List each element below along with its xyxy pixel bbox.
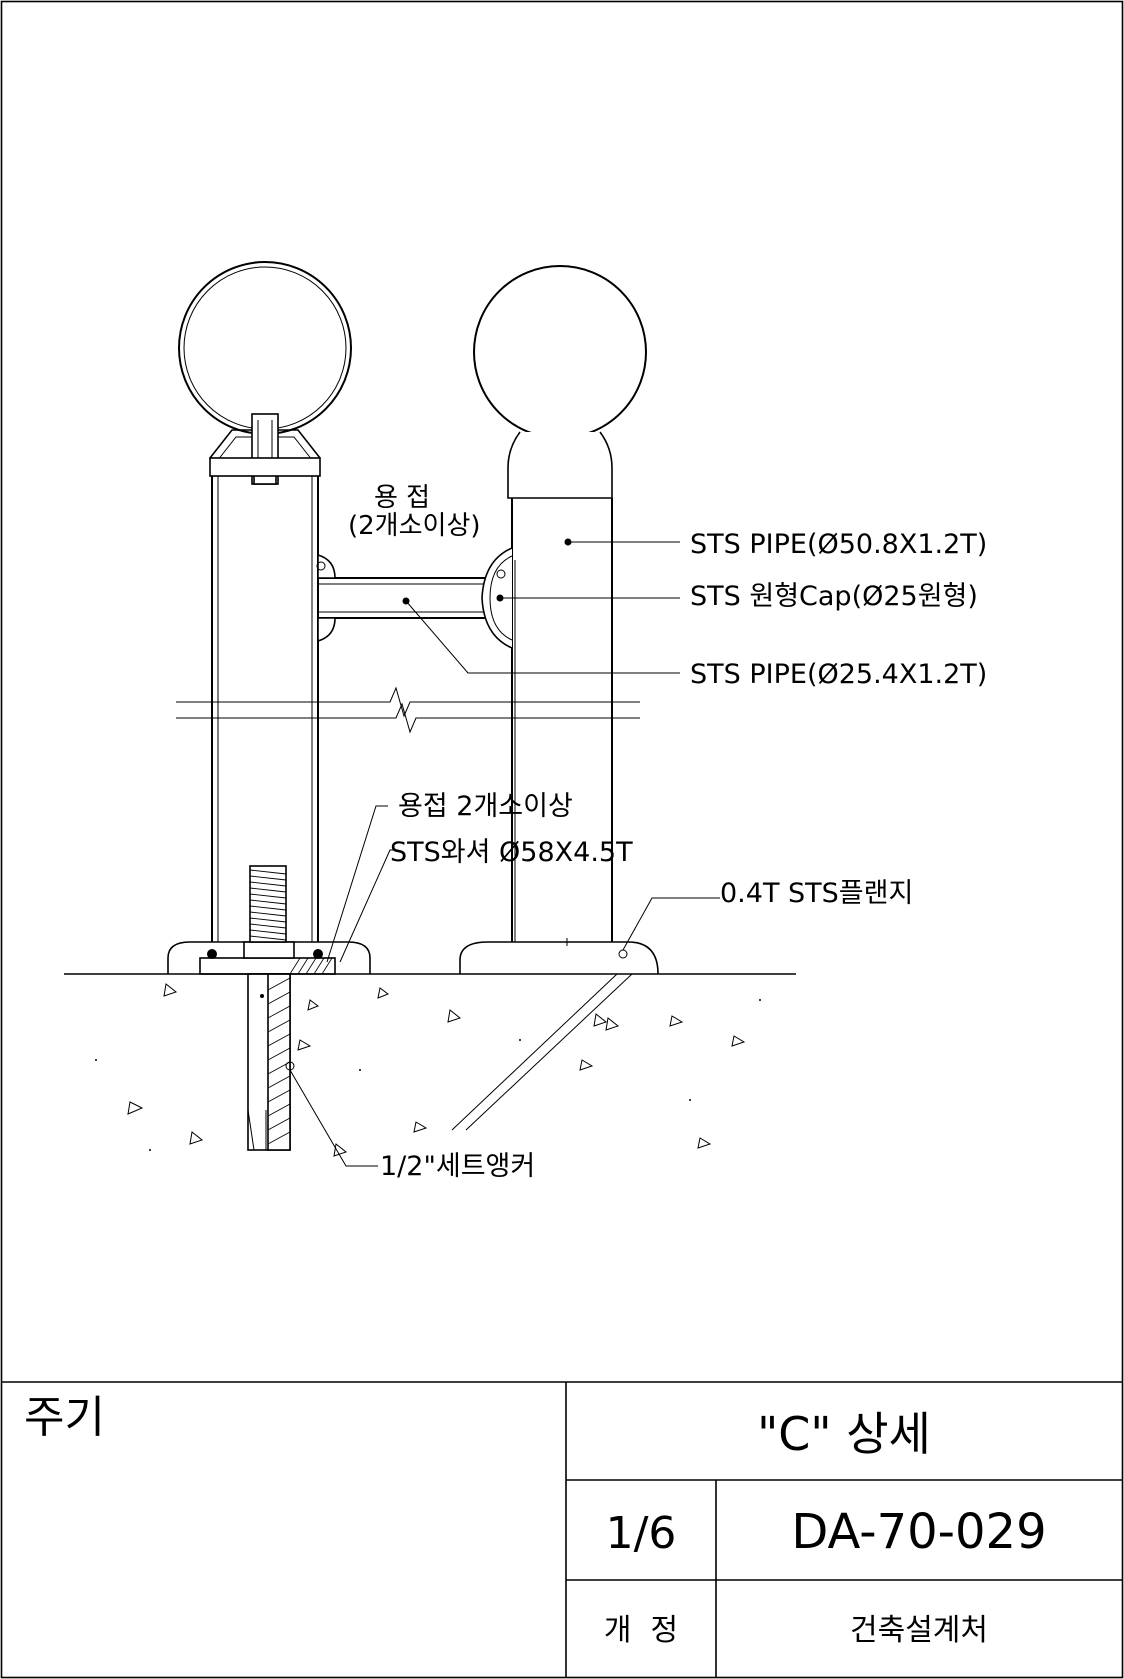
horizontal-rail <box>316 547 513 649</box>
drawing-title: "C" 상세 <box>757 1407 931 1461</box>
break-line <box>176 686 640 734</box>
callout-pipe-25: STS PIPE(Ø25.4X1.2T) <box>690 659 987 690</box>
department: 건축설계처 <box>850 1613 988 1648</box>
right-ball-cap <box>473 265 647 439</box>
sheet-number: 1/6 <box>606 1508 677 1559</box>
callout-pipe-50: STS PIPE(Ø50.8X1.2T) <box>690 529 987 560</box>
left-post <box>178 261 352 942</box>
leaders <box>289 538 720 1167</box>
weld-dot-left <box>316 561 326 571</box>
right-cap-neck <box>507 431 613 499</box>
revision-label: 개 정 <box>604 1613 678 1648</box>
left-rail-circle <box>178 261 352 435</box>
anchor-threaded-rod <box>249 865 287 943</box>
right-base <box>451 938 659 1131</box>
callout-anchor: 1/2"세트앵커 <box>380 1151 535 1182</box>
left-base <box>167 865 371 1151</box>
concrete-hatch <box>127 983 746 1157</box>
anchor-nut <box>243 941 295 959</box>
callout-flange: 0.4T STS플랜지 <box>720 878 913 909</box>
notes-label: 주기 <box>24 1392 105 1443</box>
callout-washer: STS와셔 Ø58X4.5T <box>390 837 633 868</box>
drawing-number: DA-70-029 <box>791 1504 1046 1560</box>
weld-dot-right <box>496 569 506 579</box>
title-block <box>1 1381 1123 1678</box>
callout-weld-top-line2: (2개소이상) <box>348 511 481 541</box>
callout-weld-bottom: 용접 2개소이상 <box>398 791 573 822</box>
flange-dot <box>618 949 628 959</box>
callout-weld-top-line1: 용 접 <box>374 483 430 513</box>
right-flange <box>459 941 659 975</box>
callout-round-cap: STS 원형Cap(Ø25원형) <box>690 581 978 612</box>
